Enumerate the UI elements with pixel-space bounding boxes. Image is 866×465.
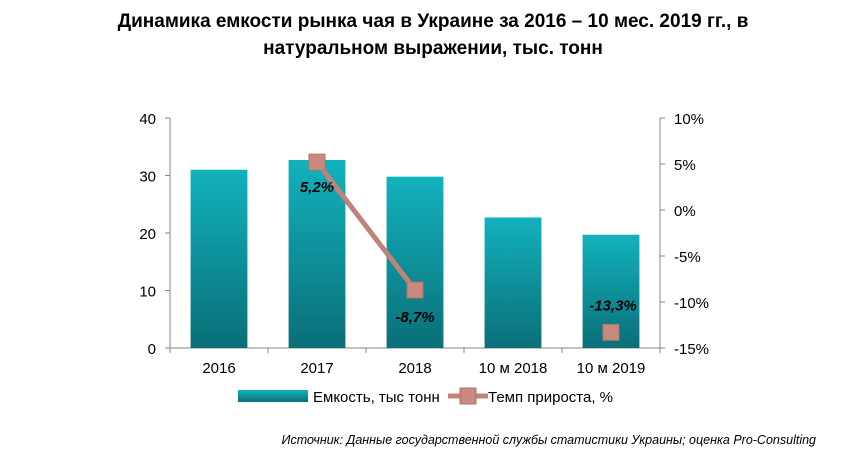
right-tick-label: -5% [674,249,701,266]
growth-data-label: -13,3% [589,297,637,314]
right-tick-label: 10% [674,111,704,128]
chart-title-line-2: натуральном выражении, тыс. тонн [263,38,603,59]
bar [190,169,248,348]
left-tick-label: 10 [139,284,156,301]
source-note: Источник: Данные государственной службы … [281,433,816,447]
x-tick-label: 2018 [398,360,431,377]
right-tick-label: -15% [674,341,709,358]
right-tick-label: -10% [674,295,709,312]
bar [288,159,346,348]
chart-title-line-1: Динамика емкости рынка чая в Украине за … [117,11,749,32]
legend-label-bars: Емкость, тыс тонн [313,389,440,406]
growth-marker [406,281,424,299]
legend-swatch-bars [238,390,308,402]
x-tick-label: 2017 [300,360,333,377]
left-tick-label: 40 [139,111,156,128]
right-tick-label: 5% [674,157,696,174]
growth-data-label: -8,7% [395,309,434,326]
x-tick-label: 10 м 2018 [479,360,548,377]
x-tick-label: 2016 [202,360,235,377]
x-tick-label: 10 м 2019 [577,360,646,377]
growth-marker [308,153,326,171]
legend-label-line: Темп прироста, % [488,389,613,406]
legend-swatch-marker [459,387,477,405]
growth-marker [602,323,620,341]
growth-data-label: 5,2% [300,179,334,196]
bar [484,217,542,348]
right-tick-label: 0% [674,203,696,220]
left-tick-label: 0 [148,341,156,358]
growth-line [315,160,417,292]
left-tick-label: 20 [139,226,156,243]
left-tick-label: 30 [139,169,156,186]
chart-title: Динамика емкости рынка чая в Украине за … [20,8,846,62]
